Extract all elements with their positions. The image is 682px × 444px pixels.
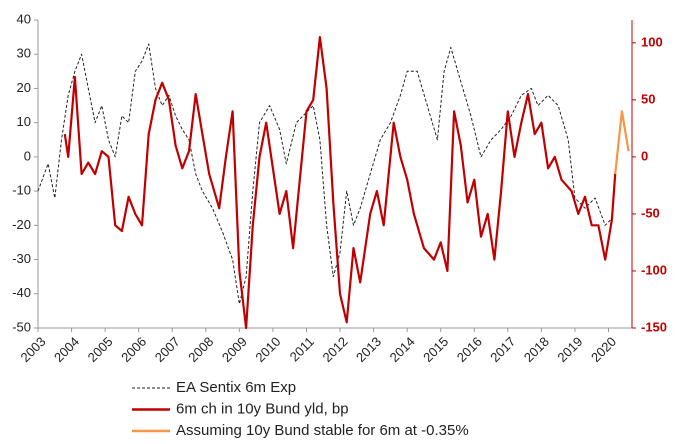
- legend-label: EA Sentix 6m Exp: [176, 379, 296, 396]
- y-tick-label: -20: [12, 217, 31, 232]
- x-tick-label: 2016: [454, 334, 485, 365]
- y2-tick-label: -100: [641, 262, 667, 277]
- x-tick-label: 2005: [85, 334, 116, 365]
- y-tick-label: 20: [17, 80, 31, 95]
- y-tick-label: -10: [12, 183, 31, 198]
- y-tick-label: 10: [17, 114, 31, 129]
- y-tick-label: -40: [12, 285, 31, 300]
- x-tick-label: 2020: [588, 334, 619, 365]
- x-tick-label: 2011: [287, 334, 317, 364]
- x-tick-label: 2009: [219, 334, 250, 365]
- series-line: [63, 36, 617, 330]
- y2-tick-label: 100: [641, 34, 663, 49]
- x-tick-label: 2007: [152, 334, 183, 365]
- x-tick-label: 2018: [521, 334, 552, 365]
- x-tick-label: 2006: [118, 334, 149, 365]
- x-tick-label: 2008: [185, 334, 216, 365]
- x-tick-label: 2004: [51, 334, 82, 365]
- legend-label: Assuming 10y Bund stable for 6m at -0.35…: [176, 422, 469, 439]
- y2-tick-label: 0: [641, 148, 648, 163]
- legend-label: 6m ch in 10y Bund yld, bp: [176, 400, 349, 417]
- y2-tick-label: -150: [641, 319, 667, 334]
- y-tick-label: 40: [17, 11, 31, 26]
- y-tick-label: -50: [12, 319, 31, 334]
- y-tick-label: 30: [17, 46, 31, 61]
- x-tick-label: 2019: [554, 334, 585, 365]
- x-tick-label: 2017: [487, 334, 518, 365]
- series-line: [614, 110, 630, 175]
- y-tick-label: -30: [12, 251, 31, 266]
- x-tick-label: 2014: [387, 334, 418, 365]
- x-tick-label: 2003: [17, 334, 48, 365]
- series-line: [37, 43, 613, 305]
- x-tick-label: 2015: [420, 334, 451, 365]
- x-tick-label: 2010: [252, 334, 283, 365]
- y2-tick-label: -50: [641, 205, 660, 220]
- y-tick-label: 0: [24, 148, 31, 163]
- x-tick-label: 2013: [353, 334, 384, 365]
- y2-tick-label: 50: [641, 91, 655, 106]
- x-tick-label: 2012: [320, 334, 351, 365]
